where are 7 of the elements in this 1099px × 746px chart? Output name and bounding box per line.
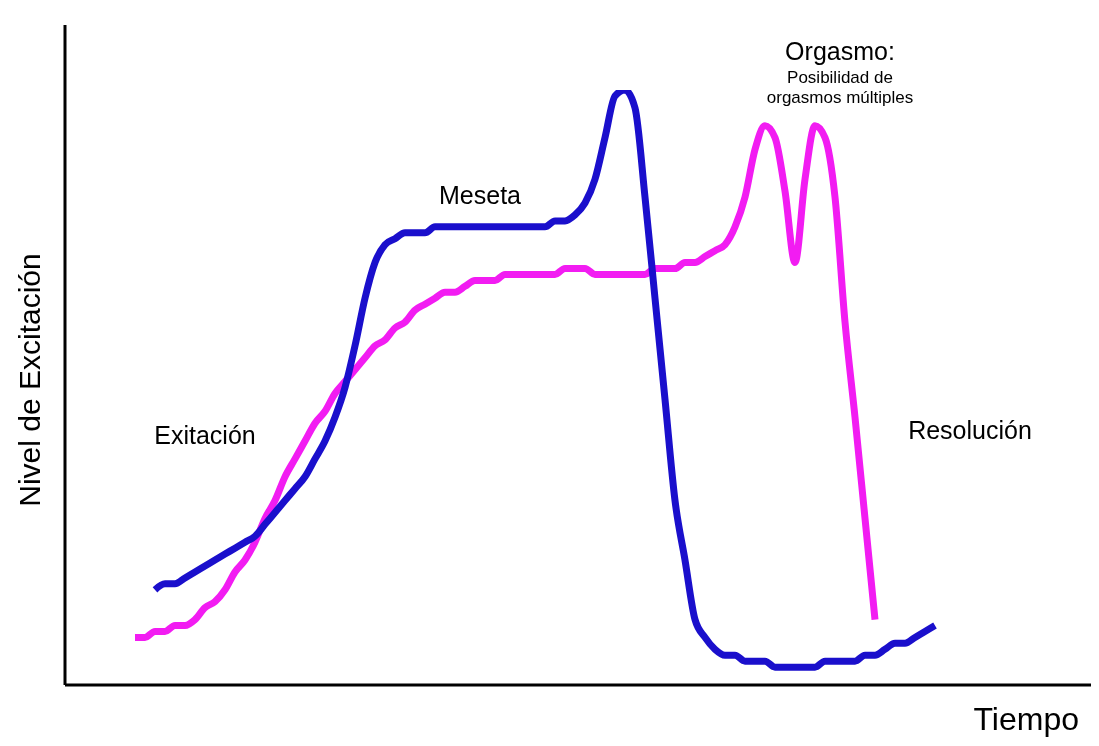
annotation: Resolución [907,415,1033,445]
text: Orgasmo: [784,36,896,66]
annotation: Posibilidad de orgasmos múltiples [765,68,915,109]
annotation: Exitación [153,420,257,450]
y-axis-title: Nivel de Excitación [13,253,47,507]
annotation: Meseta [438,180,522,210]
x-axis-title: Tiempo [973,701,1079,738]
